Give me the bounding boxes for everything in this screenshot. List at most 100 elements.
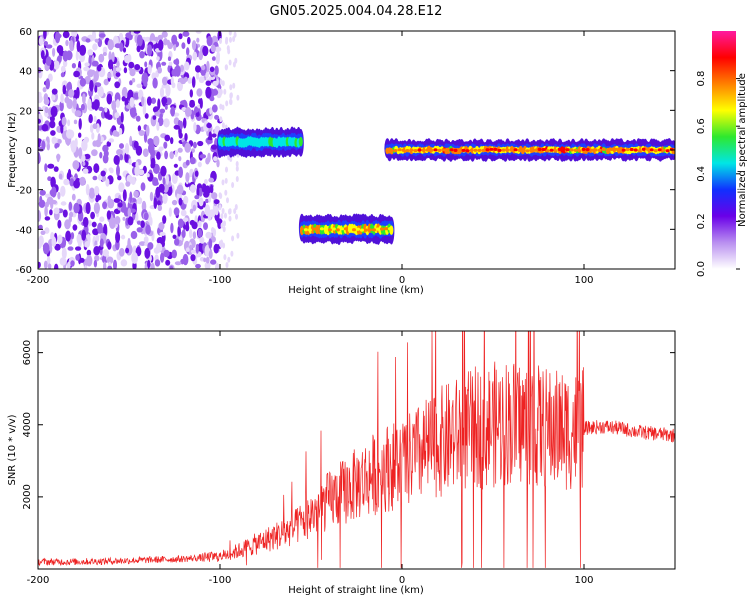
spectrogram-noise-cell xyxy=(136,220,142,225)
spectrogram-noise-cell xyxy=(57,234,63,245)
spectrogram-noise-cell xyxy=(97,222,103,234)
spectrogram-band-cell xyxy=(425,148,430,152)
spectrogram-noise-cell xyxy=(55,33,62,39)
spectrogram-noise-cell xyxy=(112,130,118,137)
spectrogram-noise-cell xyxy=(71,62,76,69)
spectrogram-noise-cell xyxy=(116,60,120,68)
spectrogram-noise-cell xyxy=(38,152,41,164)
y-tick-label: 6000 xyxy=(22,340,33,365)
spectrogram-noise-cell xyxy=(222,226,226,233)
spectrogram-noise-cell xyxy=(161,31,168,38)
spectrogram-noise-cell xyxy=(188,109,192,116)
spectrogram-noise-cell xyxy=(78,147,83,160)
spectrogram-noise-cell xyxy=(127,237,131,250)
spectrogram-noise-cell xyxy=(91,60,99,67)
spectrogram-noise-cell xyxy=(75,254,80,261)
spectrogram-noise-cell xyxy=(119,154,124,161)
spectrogram-noise-cell xyxy=(50,106,58,118)
spectrogram-noise-cell xyxy=(189,101,196,108)
spectrogram-noise-cell xyxy=(97,133,101,145)
spectrogram-noise-cell xyxy=(185,247,190,252)
spectrogram-noise-cell xyxy=(173,207,180,216)
spectrogram-noise-cell xyxy=(140,220,145,228)
spectrogram-noise-cell xyxy=(83,66,90,72)
spectrogram-noise-cell xyxy=(115,72,121,77)
spectrogram-noise-cell xyxy=(93,259,98,268)
spectrogram-noise-cell xyxy=(99,238,104,248)
spectrogram-noise-cell xyxy=(144,247,151,259)
spectrogram-noise-cell xyxy=(104,107,108,113)
spectrogram-noise-cell xyxy=(70,140,77,151)
spectrogram-noise-cell xyxy=(158,222,165,230)
spectrogram-band-cell xyxy=(665,149,670,153)
spectrogram-noise-cell xyxy=(108,138,115,143)
snr-y-axis: 2000 4000 6000 xyxy=(22,340,675,510)
spectrogram-noise-cell xyxy=(114,208,119,214)
spectrogram-noise-cell xyxy=(163,38,168,46)
spectrogram-noise-cell xyxy=(143,236,149,244)
spectrogram-noise-cell xyxy=(150,157,156,168)
spectrogram-noise-cell xyxy=(81,154,86,162)
spectrogram-noise-cell xyxy=(216,159,220,168)
spectrogram-noise-cell xyxy=(93,202,100,214)
spectrogram-noise-cell xyxy=(161,96,168,105)
spectrogram-noise-cell xyxy=(121,86,128,99)
spectrogram-noise-cell xyxy=(156,121,160,131)
spectrogram-noise-cell xyxy=(147,64,152,75)
spectrogram-noise-cell xyxy=(205,86,212,99)
spectrogram-band-cell xyxy=(457,148,462,152)
spectrogram-noise-cell xyxy=(173,43,177,51)
spectrogram-noise-cell xyxy=(107,72,112,79)
spectrogram-noise-cell xyxy=(62,84,67,95)
spectrogram-noise-cell xyxy=(141,72,149,85)
spectrogram-noise-cell xyxy=(63,178,70,186)
spectrogram-band-cell xyxy=(481,148,486,153)
spectrogram-noise-cell xyxy=(43,41,48,46)
spectrogram-noise-cell xyxy=(102,52,107,56)
spectrogram-noise-cell xyxy=(103,78,109,86)
spectrogram-noise-cell xyxy=(129,191,133,204)
spectrogram-band-cell xyxy=(352,228,356,232)
spectrogram-band-cell xyxy=(376,227,380,231)
spectrogram-noise-cell xyxy=(84,241,90,248)
spectrogram-noise-cell xyxy=(87,49,94,56)
spectrogram-noise-cell xyxy=(206,35,213,47)
spectrogram-band-cell xyxy=(497,148,502,152)
spectrogram-noise-cell xyxy=(84,62,90,67)
spectrogram-noise-cell xyxy=(94,38,99,43)
spectrogram-noise-cell xyxy=(185,159,190,166)
spectrogram-noise-cell xyxy=(49,120,56,129)
y-tick-label: -20 xyxy=(16,186,32,197)
spectrogram-noise-cell xyxy=(205,198,209,204)
spectrogram-noise-cell xyxy=(89,79,94,92)
spectrogram-band-cell xyxy=(489,147,494,151)
spectrogram-noise-cell xyxy=(167,56,172,61)
spectrogram-noise-cell xyxy=(93,71,99,82)
spectrogram-noise-cell xyxy=(189,156,196,165)
spectrogram-band xyxy=(217,126,304,158)
spectrogram-noise-cell xyxy=(177,147,183,153)
spectrogram-band-cell xyxy=(653,149,658,153)
spectrogram-noise-cell xyxy=(81,229,87,241)
spectrogram-noise-cell xyxy=(39,189,46,196)
spectrogram-noise-cell xyxy=(106,141,112,147)
snr-series-line xyxy=(38,331,675,568)
spectrogram-noise-cell xyxy=(79,77,87,87)
spectrogram-x-label: Height of straight line (km) xyxy=(288,285,424,296)
spectrogram-noise-cell xyxy=(129,80,133,86)
spectrogram-band-cell xyxy=(569,148,574,152)
spectrogram-noise-cell xyxy=(212,80,219,86)
spectrogram-band-cell xyxy=(621,148,626,152)
spectrogram-noise-cell xyxy=(119,42,124,52)
spectrogram-noise-cell xyxy=(103,261,107,269)
spectrogram-band-cell xyxy=(585,148,590,152)
spectrogram-noise-cell xyxy=(112,64,117,77)
spectrogram-band-cell xyxy=(609,147,614,151)
spectrogram-noise-cell xyxy=(86,254,93,267)
spectrogram-noise-cell xyxy=(91,132,95,140)
spectrogram-band-cell xyxy=(593,148,598,152)
spectrogram-noise-cell xyxy=(219,88,223,95)
spectrogram-noise-cell xyxy=(187,36,191,45)
spectrogram-noise-cell xyxy=(147,259,151,269)
spectrogram-noise-cell xyxy=(44,106,49,114)
